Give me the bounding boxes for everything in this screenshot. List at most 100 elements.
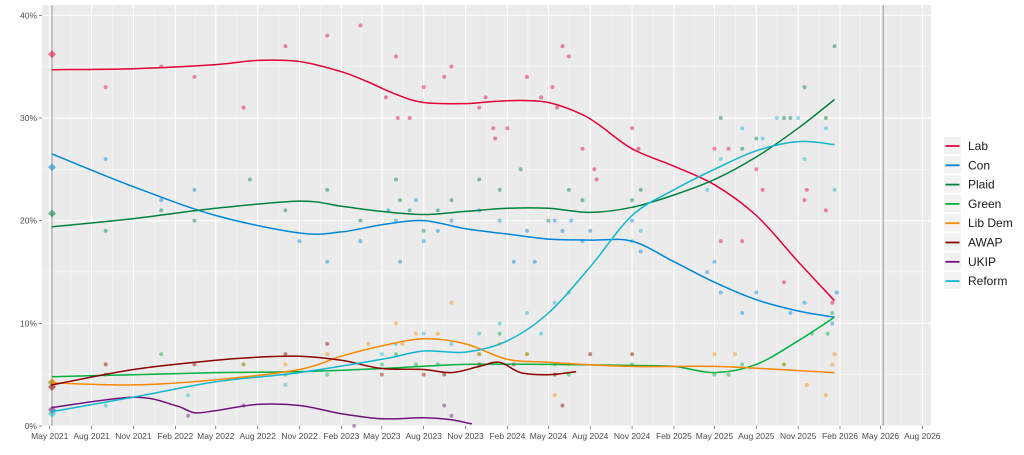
x-tick-label: Feb 2023 — [323, 431, 359, 441]
poll-point — [760, 187, 765, 192]
x-tick-label: Aug 2023 — [406, 431, 443, 441]
poll-point — [804, 187, 809, 192]
poll-point — [638, 249, 643, 254]
poll-point — [832, 44, 837, 49]
poll-point — [477, 352, 482, 357]
poll-point — [241, 105, 246, 110]
x-axis: May 2021 Aug 2021 Nov 2021 Feb 2022 May 2022… — [31, 426, 941, 441]
poll-point — [830, 362, 835, 367]
poll-point — [712, 352, 717, 357]
series-line-con — [51, 153, 835, 318]
series-line-awap — [51, 355, 577, 386]
poll-point — [421, 331, 426, 336]
x-tick-label: May 2025 — [696, 431, 734, 441]
x-tick-label: Aug 2025 — [738, 431, 775, 441]
poll-point — [393, 352, 398, 357]
x-tick-label: May 2022 — [197, 431, 235, 441]
poll-point — [449, 198, 454, 203]
poll-point — [830, 300, 835, 305]
x-tick-label: Nov 2021 — [115, 431, 152, 441]
series-line-plaid — [51, 98, 835, 228]
poll-point — [241, 362, 246, 367]
trend-lines — [51, 59, 836, 425]
poll-point — [393, 218, 398, 223]
poll-point — [823, 115, 828, 120]
poll-point — [283, 382, 288, 387]
poll-point — [283, 352, 288, 357]
y-tick-label: 10% — [20, 318, 37, 328]
y-tick-label: 40% — [20, 10, 37, 20]
poll-point — [413, 362, 418, 367]
poll-point — [754, 167, 759, 172]
poll-point — [796, 115, 801, 120]
poll-point — [566, 54, 571, 59]
poll-point — [497, 331, 502, 336]
y-tick-label: 0% — [25, 421, 38, 431]
poll-point — [566, 372, 571, 377]
poll-point — [555, 105, 560, 110]
legend-label: Lib Dem — [968, 216, 1013, 230]
x-tick-label: Feb 2025 — [656, 431, 692, 441]
poll-point — [740, 146, 745, 151]
poll-point — [400, 341, 405, 346]
poll-point — [379, 372, 384, 377]
poll-point — [592, 167, 597, 172]
poll-point — [754, 136, 759, 141]
x-tick-label: Feb 2026 — [822, 431, 858, 441]
poll-point — [358, 218, 363, 223]
poll-point — [421, 85, 426, 90]
y-tick-label: 20% — [20, 216, 37, 226]
poll-point — [740, 126, 745, 131]
legend-label: Reform — [968, 274, 1007, 288]
poll-point — [192, 74, 197, 79]
y-tick-label: 30% — [20, 113, 37, 123]
poll-point — [834, 290, 839, 295]
poll-point — [449, 341, 454, 346]
poll-point — [552, 218, 557, 223]
poll-point — [524, 352, 529, 357]
x-tick-label: May 2024 — [530, 431, 568, 441]
poll-point — [186, 393, 191, 398]
poll-point — [560, 403, 565, 408]
poll-point — [103, 228, 108, 233]
series-line-lib-dem — [51, 337, 835, 386]
poll-point — [550, 85, 555, 90]
poll-point — [524, 311, 529, 316]
poll-point — [435, 228, 440, 233]
legend-label: UKIP — [968, 255, 996, 269]
poll-point — [505, 126, 510, 131]
poll-point — [566, 187, 571, 192]
poll-point — [802, 300, 807, 305]
poll-point — [442, 403, 447, 408]
poll-point — [395, 115, 400, 120]
poll-point — [802, 85, 807, 90]
legend-label: Lab — [968, 139, 988, 153]
legend: Lab Con Plaid Green Lib Dem AWAP UKIP Reform — [944, 137, 1013, 290]
poll-point — [802, 157, 807, 162]
x-tick-label: Nov 2023 — [447, 431, 484, 441]
poll-point — [383, 95, 388, 100]
poll-point — [103, 362, 108, 367]
poll-point — [712, 259, 717, 264]
poll-point — [712, 146, 717, 151]
poll-point — [740, 239, 745, 244]
poll-point — [532, 259, 537, 264]
poll-point — [435, 331, 440, 336]
poll-point — [754, 290, 759, 295]
poll-point — [449, 64, 454, 69]
x-tick-label: Nov 2024 — [614, 431, 651, 441]
poll-point — [297, 239, 302, 244]
poll-point — [832, 187, 837, 192]
poll-point — [511, 259, 516, 264]
poll-point — [726, 146, 731, 151]
poll-point — [830, 321, 835, 326]
poll-point — [283, 44, 288, 49]
poll-point — [477, 105, 482, 110]
poll-point — [103, 85, 108, 90]
x-tick-label: Aug 2021 — [73, 431, 110, 441]
poll-point — [325, 372, 330, 377]
x-tick-label: Aug 2026 — [904, 431, 941, 441]
poll-point — [283, 208, 288, 213]
x-tick-label: May 2026 — [862, 431, 900, 441]
